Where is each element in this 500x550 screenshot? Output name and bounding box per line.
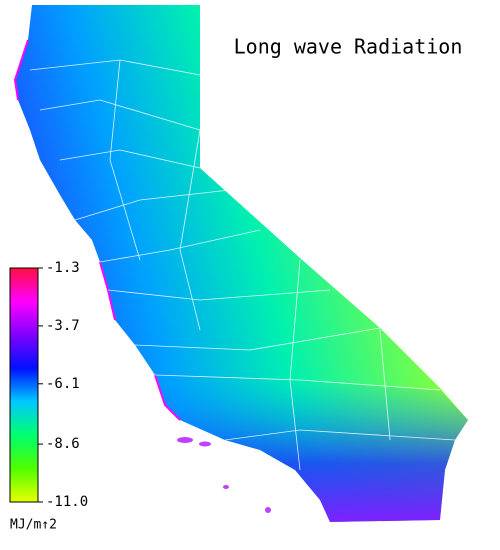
colorbar: -1.3 -3.7 -6.1 -8.6 -11.0 bbox=[9, 260, 88, 510]
colorbar-tick-label: -8.6 bbox=[46, 436, 80, 452]
map-title: Long wave Radiation bbox=[234, 35, 463, 59]
county-lines bbox=[29, 59, 456, 471]
colorbar-scale bbox=[9, 267, 39, 503]
colorbar-tick-label: -6.1 bbox=[46, 376, 80, 392]
colorbar-unit: MJ/m↑2 bbox=[10, 518, 57, 533]
south-shading bbox=[155, 375, 468, 522]
islands bbox=[177, 437, 271, 513]
colorbar-tick-label: -3.7 bbox=[46, 318, 80, 334]
colorbar-tick-label: -11.0 bbox=[46, 494, 88, 510]
california-map bbox=[13, 5, 468, 522]
colorbar-tick-label: -1.3 bbox=[46, 260, 80, 276]
